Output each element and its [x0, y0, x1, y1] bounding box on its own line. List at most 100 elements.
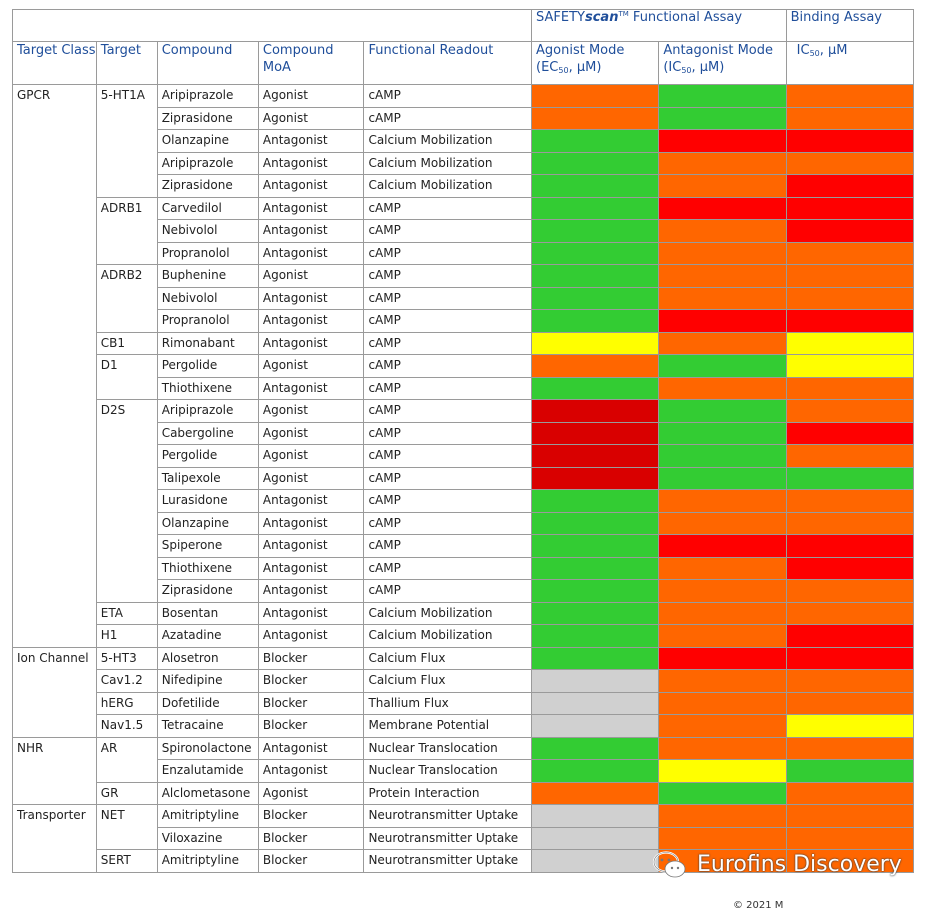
compound-cell: Aripiprazole [156, 84, 259, 108]
compound-cell: Propranolol [156, 309, 259, 333]
binding-assay-color-cell [785, 646, 915, 670]
col-header-antagonist-mode: Antagonist Mode (IC50, µM) [658, 41, 787, 85]
functional-readout-cell: cAMP [363, 331, 533, 355]
table-row: H1 Azatadine Antagonist Calcium Mobilizatio… [13, 624, 915, 648]
col-header-antagonist-unit: , µM) [691, 60, 725, 75]
antagonist-mode-color-cell [658, 376, 787, 400]
table-row: SERT Amitriptyline Blocker Neurotransmitter… [13, 849, 915, 873]
compound-moa-cell: Antagonist [257, 376, 365, 400]
compound-moa-cell: Antagonist [257, 736, 365, 760]
compound-cell: Nifedipine [156, 669, 259, 693]
agonist-mode-color-cell [531, 804, 660, 828]
table-row: CB1 Rimonabant Antagonist cAMP [13, 331, 915, 355]
compound-cell: Rimonabant [156, 331, 259, 355]
col-header-agonist-unit: , µM) [568, 60, 602, 75]
agonist-mode-color-cell [531, 84, 660, 108]
functional-readout-cell: Calcium Flux [363, 669, 533, 693]
compound-moa-cell: Blocker [257, 826, 365, 850]
functional-readout-cell: Thallium Flux [363, 691, 533, 715]
binding-assay-color-cell [785, 286, 915, 310]
functional-readout-cell: Calcium Mobilization [363, 601, 533, 625]
table-row: Olanzapine Antagonist cAMP [13, 511, 915, 535]
target-cell: AR [95, 736, 158, 783]
functional-readout-cell: cAMP [363, 421, 533, 445]
compound-cell: Propranolol [156, 241, 259, 265]
binding-assay-color-cell [785, 534, 915, 558]
antagonist-mode-color-cell [658, 151, 787, 175]
compound-cell: Aripiprazole [156, 399, 259, 423]
compound-cell: Pergolide [156, 354, 259, 378]
col-header-binding-sub: 50 [809, 49, 820, 58]
compound-moa-cell: Agonist [257, 781, 365, 805]
antagonist-mode-color-cell [658, 669, 787, 693]
binding-assay-color-cell [785, 376, 915, 400]
col-header-compound: Compound [156, 41, 259, 85]
functional-assay-prefix: SAFETY [536, 10, 585, 26]
binding-assay-color-cell [785, 309, 915, 333]
binding-assay-color-cell [785, 624, 915, 648]
assay-group-header-row: SAFETYscanTM Functional Assay Binding As… [11, 9, 915, 42]
functional-assay-tm: TM [618, 10, 629, 19]
functional-readout-cell: Nuclear Translocation [363, 759, 533, 783]
eurofins-discovery-watermark: Eurofins Discovery [697, 852, 902, 877]
target-class-cell: Transporter [12, 804, 97, 873]
agonist-mode-color-cell [531, 511, 660, 535]
empty-corner-cell [11, 9, 533, 42]
compound-cell: Talipexole [156, 466, 259, 490]
functional-readout-cell: Calcium Mobilization [363, 174, 533, 198]
functional-readout-cell: Protein Interaction [363, 781, 533, 805]
agonist-mode-color-cell [531, 624, 660, 648]
agonist-mode-color-cell [531, 826, 660, 850]
antagonist-mode-color-cell [658, 511, 787, 535]
table-row: Nebivolol Antagonist cAMP [13, 219, 915, 243]
antagonist-mode-color-cell [658, 421, 787, 445]
table-row: NHR AR Spironolactone Antagonist Nuclear Tra… [12, 736, 915, 805]
compound-moa-cell: Antagonist [257, 309, 365, 333]
agonist-mode-color-cell [531, 286, 660, 310]
binding-assay-color-cell [785, 601, 915, 625]
binding-assay-color-cell [785, 804, 915, 828]
binding-assay-heading: Binding Assay [785, 9, 915, 42]
compound-cell: Olanzapine [156, 129, 259, 153]
target-cell: 5-HT1A [95, 84, 158, 198]
functional-readout-cell: Neurotransmitter Uptake [363, 804, 533, 828]
table-row: Viloxazine Blocker Neurotransmitter Uptake [13, 826, 915, 850]
compound-moa-cell: Agonist [257, 399, 365, 423]
functional-readout-cell: cAMP [363, 511, 533, 535]
compound-moa-cell: Antagonist [257, 219, 365, 243]
antagonist-mode-color-cell [658, 489, 787, 513]
wechat-icon [652, 851, 686, 878]
compound-cell: Viloxazine [156, 826, 259, 850]
binding-assay-color-cell [785, 714, 915, 738]
antagonist-mode-color-cell [658, 736, 787, 760]
compound-moa-cell: Antagonist [257, 174, 365, 198]
binding-assay-color-cell [785, 84, 915, 108]
compound-cell: Bosentan [156, 601, 259, 625]
table-row: Cav1.2 Nifedipine Blocker Calcium Flux [13, 669, 915, 693]
agonist-mode-color-cell [531, 714, 660, 738]
safetyscan-assay-table: SAFETYscanTM Functional Assay Binding As… [11, 9, 915, 873]
functional-readout-cell: Calcium Flux [363, 646, 533, 670]
antagonist-mode-color-cell [658, 624, 787, 648]
table-row: Thiothixene Antagonist cAMP [13, 376, 915, 400]
antagonist-mode-color-cell [658, 759, 787, 783]
compound-moa-cell: Antagonist [257, 196, 365, 220]
compound-moa-cell: Antagonist [257, 151, 365, 175]
agonist-mode-color-cell [531, 106, 660, 130]
compound-cell: Thiothixene [156, 556, 259, 580]
agonist-mode-color-cell [531, 646, 660, 670]
functional-readout-cell: cAMP [363, 399, 533, 423]
table-row: Enzalutamide Antagonist Nuclear Translocat… [13, 759, 915, 783]
compound-cell: Olanzapine [156, 511, 259, 535]
binding-assay-color-cell [785, 759, 915, 783]
compound-moa-cell: Antagonist [257, 286, 365, 310]
target-class-cell: GPCR [12, 84, 97, 648]
compound-moa-cell: Antagonist [257, 556, 365, 580]
table-row: hERG Dofetilide Blocker Thallium Flux [13, 691, 915, 715]
agonist-mode-color-cell [531, 354, 660, 378]
antagonist-mode-color-cell [658, 646, 787, 670]
agonist-mode-color-cell [531, 534, 660, 558]
table-row: Propranolol Antagonist cAMP [13, 309, 915, 333]
agonist-mode-color-cell [531, 556, 660, 580]
antagonist-mode-color-cell [658, 309, 787, 333]
